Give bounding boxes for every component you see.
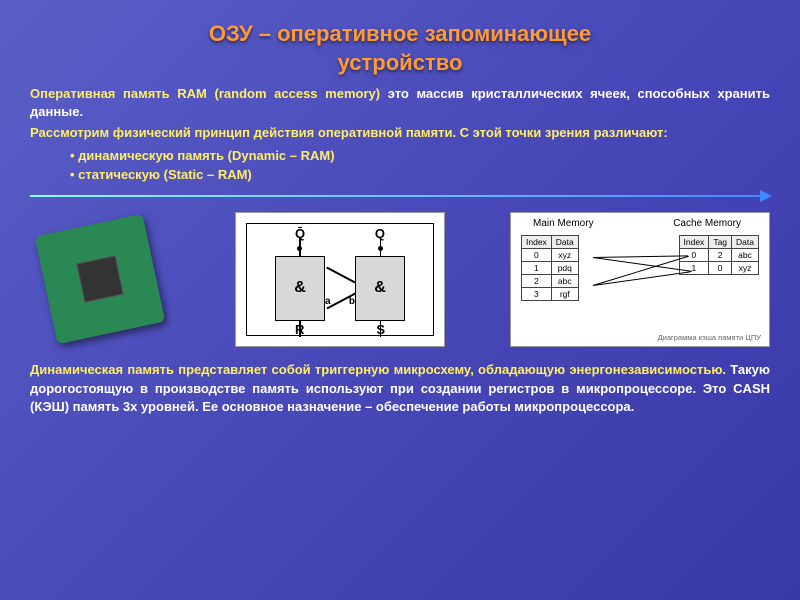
table-row: 2abc: [522, 274, 579, 287]
cache-memory-title: Cache Memory: [673, 218, 741, 229]
gate-left: &: [275, 256, 325, 321]
paragraph-1: Оперативная память RAM (random access me…: [30, 85, 770, 121]
wire: [299, 321, 301, 337]
bullet-2: • статическую (Static – RAM): [70, 165, 770, 185]
title-line2: устройство: [338, 50, 463, 75]
main-h-index: Index: [522, 235, 552, 248]
title-line1: ОЗУ – оперативное запоминающее: [209, 21, 591, 46]
cache-diagram: Main Memory Cache Memory IndexData 0xyz …: [510, 212, 770, 347]
main-h-data: Data: [551, 235, 578, 248]
gate-right: &: [355, 256, 405, 321]
cache-h-data: Data: [732, 235, 759, 248]
table-row: 10xyz: [679, 261, 758, 274]
divider-arrow: [30, 195, 770, 197]
flipflop-inner: & & Q̄ Q R S a b: [246, 223, 434, 336]
cache-h-index: Index: [679, 235, 709, 248]
wire: [380, 321, 382, 337]
bullet-1: • динамическую память (Dynamic – RAM): [70, 146, 770, 166]
table-row: 0xyz: [522, 248, 579, 261]
cache-h-tag: Tag: [709, 235, 732, 248]
node-dot: [378, 246, 383, 251]
paragraph-3: Динамическая память представляет собой т…: [30, 361, 770, 418]
images-row: & & Q̄ Q R S a b: [30, 212, 770, 347]
slide-container: ОЗУ – оперативное запоминающее устройств…: [0, 0, 800, 437]
main-memory-title: Main Memory: [533, 218, 594, 229]
p1-highlight: Оперативная память RAM (random access me…: [30, 86, 380, 101]
cpu-chip-image: [30, 219, 170, 339]
cache-memory-table: IndexTagData 02abc 10xyz: [679, 235, 759, 275]
chip-die: [76, 256, 123, 303]
chip-board: [35, 214, 165, 344]
label-b: b: [349, 296, 355, 307]
table-row: 1pdq: [522, 261, 579, 274]
table-row: 3rgf: [522, 287, 579, 300]
cache-caption: Диаграмма кэша памяти ЦПУ: [658, 333, 761, 342]
wire-cross: [327, 266, 356, 282]
node-dot: [297, 246, 302, 251]
flipflop-diagram: & & Q̄ Q R S a b: [235, 212, 445, 347]
table-row: 02abc: [679, 248, 758, 261]
p3-highlight: Динамическая память представляет собой т…: [30, 362, 726, 377]
map-line: [593, 271, 690, 286]
slide-title: ОЗУ – оперативное запоминающее устройств…: [30, 20, 770, 77]
paragraph-2: Рассмотрим физический принцип действия о…: [30, 124, 770, 142]
bullet-list: • динамическую память (Dynamic – RAM) • …: [70, 146, 770, 185]
main-memory-table: IndexData 0xyz 1pdq 2abc 3rgf: [521, 235, 579, 301]
map-line: [593, 255, 688, 258]
